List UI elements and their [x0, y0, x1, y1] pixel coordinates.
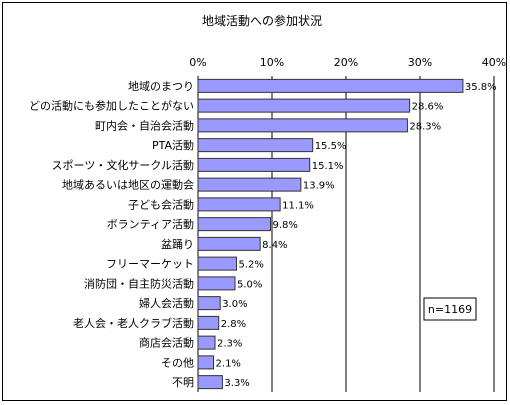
category-label: 婦人会活動 [139, 296, 194, 310]
sample-size-label: n=1169 [428, 303, 472, 316]
value-label: 2.8% [221, 319, 246, 330]
x-tick-label: 0% [189, 56, 206, 69]
value-label: 35.8% [465, 82, 497, 93]
bar [197, 138, 314, 153]
bar [197, 118, 408, 133]
category-label: 地域あるいは地区の運動会 [62, 178, 194, 192]
value-label: 11.1% [282, 200, 314, 211]
bar [197, 276, 236, 291]
chart-title: 地域活動への参加状況 [202, 13, 322, 28]
bar [197, 335, 216, 350]
bar [197, 375, 223, 390]
category-label: スポーツ・文化サークル活動 [52, 158, 194, 172]
value-label: 28.6% [412, 102, 444, 113]
category-label: ボランティア活動 [107, 217, 194, 231]
bar [197, 236, 261, 251]
value-label: 3.0% [222, 299, 247, 310]
bar [197, 256, 237, 271]
value-label: 15.5% [315, 141, 347, 152]
value-label: 2.3% [217, 339, 242, 350]
category-label: 町内会・自治会活動 [95, 118, 194, 132]
category-label: 不明 [172, 376, 194, 389]
sample-size-note: n=1169 [423, 297, 477, 321]
value-label: 5.0% [237, 279, 262, 290]
value-labels: 35.8% 28.6% 28.3% 15.5% 15.1% 13.9% 11.1% 9.8% 8… [216, 82, 497, 389]
x-tick-label: 10% [260, 56, 284, 69]
category-label: 地域のまつり [128, 80, 194, 93]
value-label: 15.1% [312, 161, 344, 172]
x-tick-label: 20% [334, 56, 358, 69]
x-axis-ticks: 0% 10% 20% 30% 40% [189, 56, 506, 69]
value-label: 5.2% [238, 260, 263, 271]
category-label: どの活動にも参加したことがない [29, 99, 194, 113]
bar [197, 157, 311, 172]
value-label: 2.1% [216, 358, 241, 369]
value-label: 13.9% [303, 181, 335, 192]
value-label: 9.8% [273, 220, 298, 231]
bar [197, 177, 302, 192]
bar [197, 217, 272, 232]
bars [197, 78, 464, 390]
category-label: 盆踊り [161, 237, 194, 251]
category-label: 子ども会活動 [128, 197, 194, 211]
category-label: 老人会・老人クラブ活動 [73, 316, 194, 330]
x-tick-label: 40% [482, 56, 506, 69]
bar [197, 98, 411, 113]
value-label: 8.4% [262, 240, 287, 251]
category-label: 商店会活動 [139, 336, 194, 350]
bar [197, 78, 464, 93]
x-tick-label: 30% [408, 56, 432, 69]
bar [197, 296, 221, 311]
bar [197, 197, 281, 212]
category-label: PTA活動 [152, 138, 194, 152]
category-label: 消防団・自主防災活動 [84, 276, 194, 290]
value-label: 3.3% [224, 378, 249, 389]
category-label: フリーマーケット [106, 258, 194, 271]
value-label: 28.3% [409, 121, 441, 132]
bar [197, 315, 220, 330]
bar [197, 355, 215, 370]
sample-size-box [423, 297, 477, 321]
category-label: その他 [161, 356, 194, 369]
